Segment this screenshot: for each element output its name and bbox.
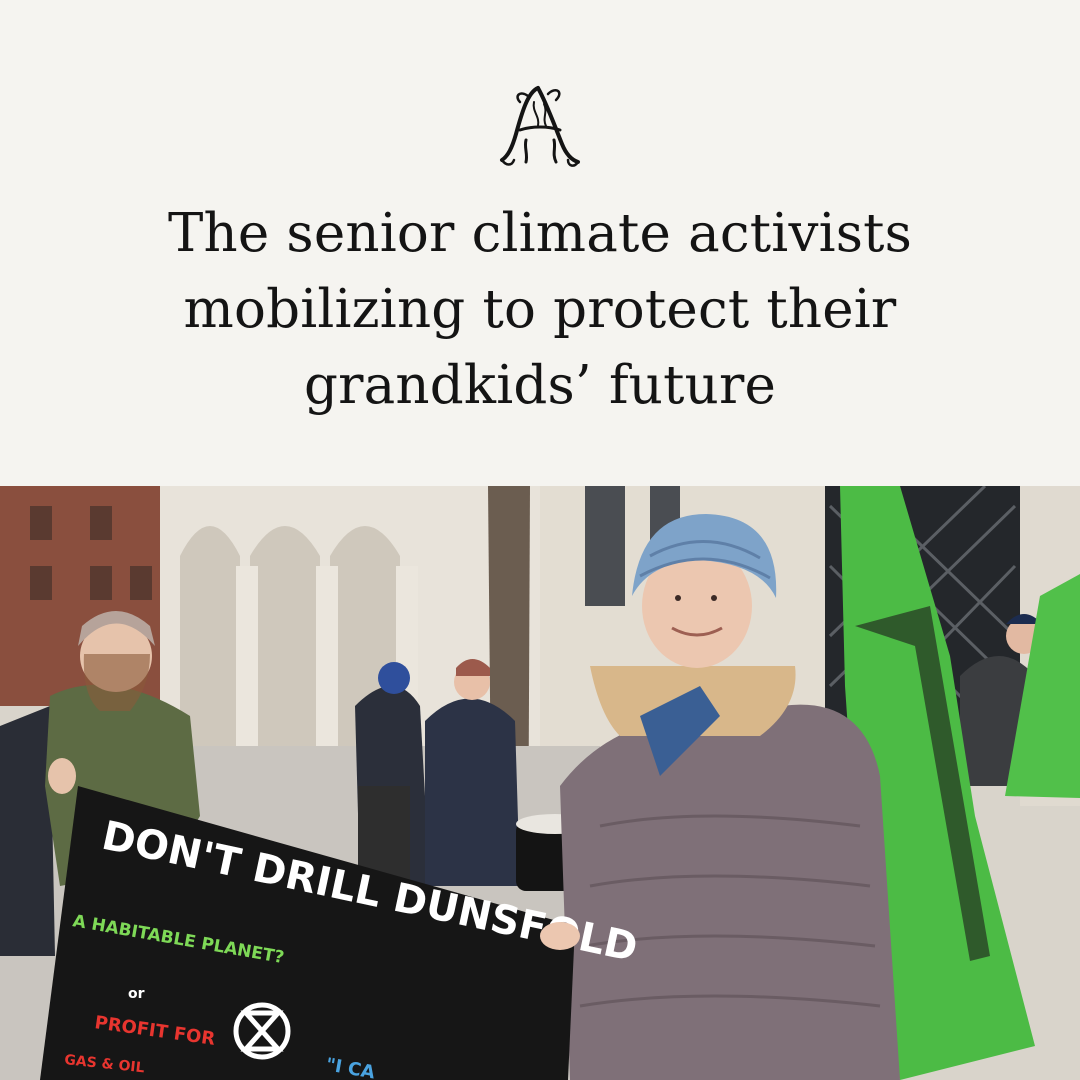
ornate-monogram-a-icon xyxy=(500,86,580,167)
extinction-symbol-icon xyxy=(233,1002,291,1060)
protest-scene-image: DON'T DRILL DUNSFOLD A HABITABLE PLANET?… xyxy=(0,486,1080,1080)
headline: The senior climate activists mobilizing … xyxy=(167,203,913,416)
header-panel: The senior climate activists mobilizing … xyxy=(0,0,1080,486)
article-photo: DON'T DRILL DUNSFOLD A HABITABLE PLANET?… xyxy=(0,486,1080,1080)
banner-line-2: or xyxy=(128,986,145,1002)
